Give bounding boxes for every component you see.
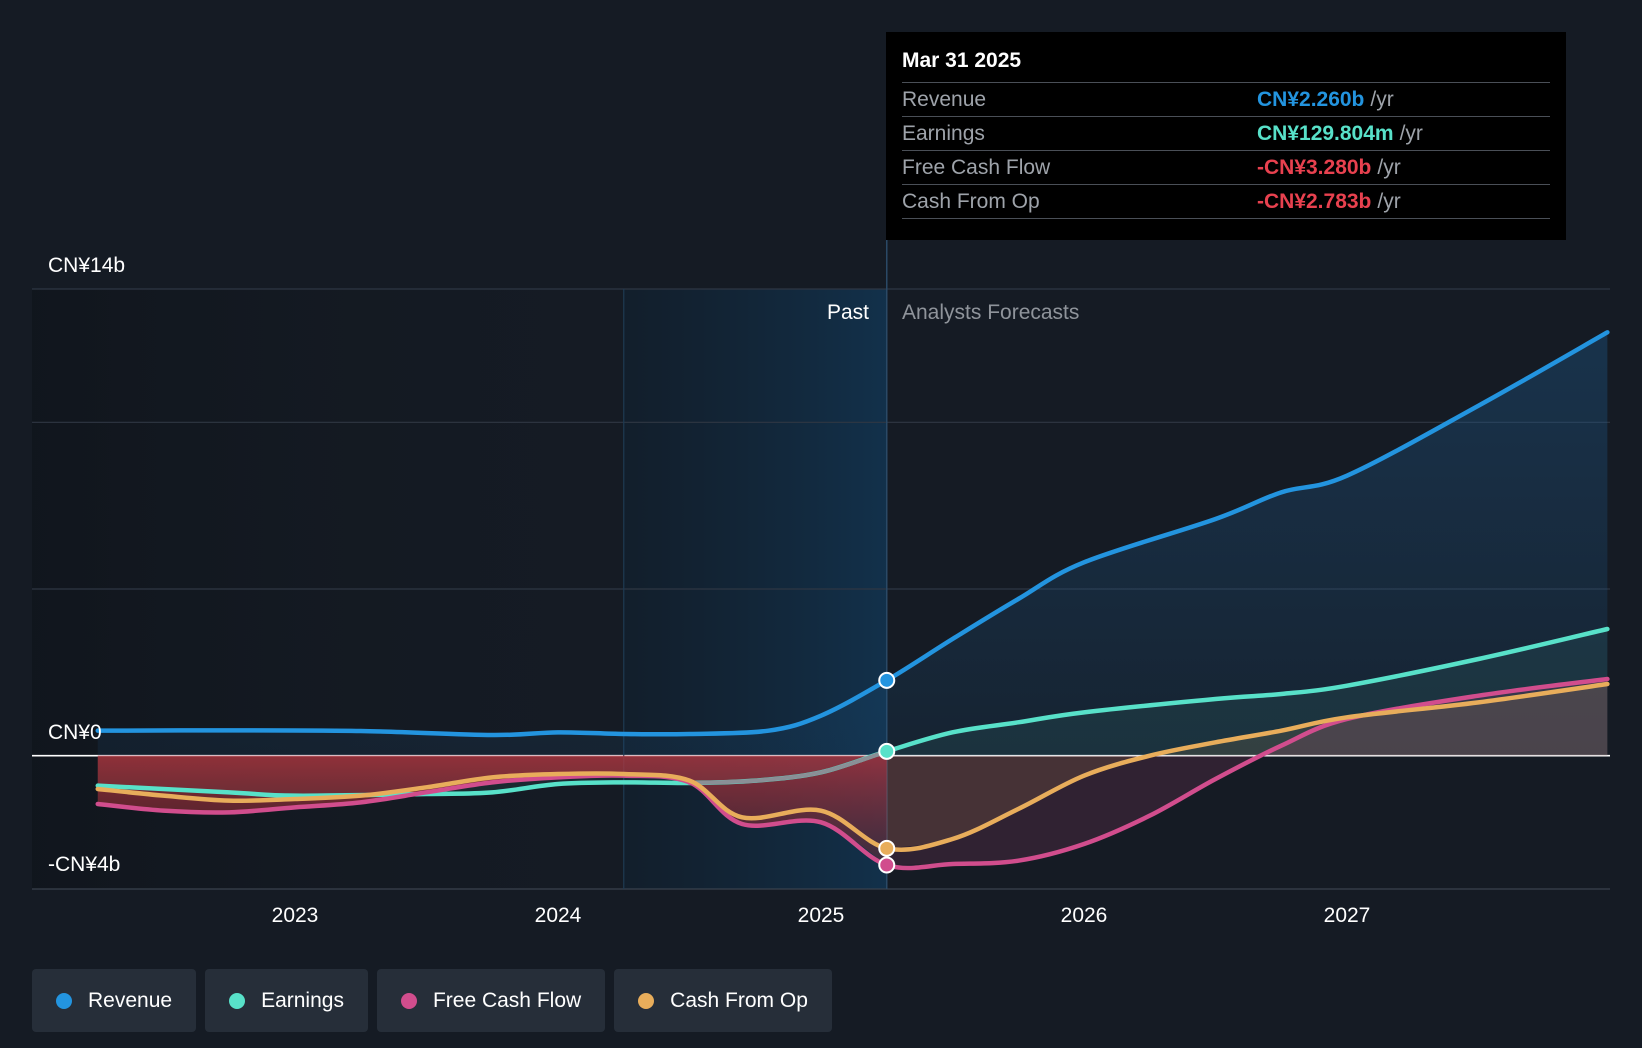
fcf-past-area xyxy=(97,755,887,865)
legend: Revenue Earnings Free Cash Flow Cash Fro… xyxy=(32,969,832,1032)
fcf-line xyxy=(95,676,1610,871)
past-label: Past xyxy=(827,301,869,324)
y-axis-top-label: CN¥14b xyxy=(48,254,125,277)
legend-label: Revenue xyxy=(88,988,173,1012)
forecast-label: Analysts Forecasts xyxy=(902,301,1079,324)
x-tick-2023: 2023 xyxy=(272,904,319,927)
legend-label: Cash From Op xyxy=(670,988,808,1012)
legend-item-earnings[interactable]: Earnings xyxy=(205,969,368,1032)
tooltip-value: CN¥129.804m xyxy=(1257,122,1394,145)
x-tick-2026: 2026 xyxy=(1061,904,1108,927)
tooltip-row-earnings: Earnings CN¥129.804m /yr xyxy=(902,117,1550,151)
tooltip-label: Earnings xyxy=(902,122,985,145)
cfo-marker xyxy=(878,839,896,857)
tooltip-row-cash-from-op: Cash From Op -CN¥2.783b /yr xyxy=(902,185,1550,219)
x-tick-2024: 2024 xyxy=(535,904,582,927)
earnings-muted-line xyxy=(687,749,889,785)
legend-dot-icon xyxy=(400,992,417,1009)
legend-dot-icon xyxy=(638,992,655,1009)
legend-dot-icon xyxy=(229,992,246,1009)
tooltip-date: Mar 31 2025 xyxy=(902,46,1550,83)
revenue-line xyxy=(95,330,1610,738)
tooltip-row-revenue: Revenue CN¥2.260b /yr xyxy=(902,83,1550,117)
earnings-marker xyxy=(878,742,896,760)
legend-label: Earnings xyxy=(261,988,344,1012)
fcf-marker xyxy=(878,856,896,874)
earnings-area xyxy=(97,629,1608,796)
tooltip-unit: /yr xyxy=(1370,88,1394,111)
revenue-area xyxy=(97,332,1608,756)
cfo-forecast-area xyxy=(886,684,1608,849)
tooltip-row-free-cash-flow: Free Cash Flow -CN¥3.280b /yr xyxy=(902,151,1550,185)
legend-label: Free Cash Flow xyxy=(432,988,582,1012)
legend-dot-icon xyxy=(56,992,72,1009)
tooltip-label: Cash From Op xyxy=(902,190,1040,213)
tooltip-unit: /yr xyxy=(1377,156,1401,179)
x-tick-2027: 2027 xyxy=(1324,904,1371,927)
tooltip-unit: /yr xyxy=(1377,190,1401,213)
tooltip-value: CN¥2.260b xyxy=(1257,88,1365,111)
y-axis-zero-label: CN¥0 xyxy=(48,721,102,744)
tooltip-value: -CN¥3.280b xyxy=(1257,156,1372,179)
tooltip-value: -CN¥2.783b xyxy=(1257,190,1372,213)
tooltip-unit: /yr xyxy=(1399,122,1423,145)
legend-item-revenue[interactable]: Revenue xyxy=(32,969,197,1032)
revenue-marker xyxy=(878,671,896,689)
x-tick-2025: 2025 xyxy=(798,904,845,927)
legend-item-cash-from-op[interactable]: Cash From Op xyxy=(614,969,832,1032)
cfo-line xyxy=(95,681,1610,853)
tooltip: Mar 31 2025 Revenue CN¥2.260b /yr Earnin… xyxy=(886,32,1566,240)
tooltip-label: Free Cash Flow xyxy=(902,156,1051,179)
tooltip-label: Revenue xyxy=(902,88,987,111)
fcf-forecast-area xyxy=(886,679,1608,865)
legend-item-free-cash-flow[interactable]: Free Cash Flow xyxy=(376,969,606,1032)
y-axis-bottom-label: -CN¥4b xyxy=(48,853,120,876)
